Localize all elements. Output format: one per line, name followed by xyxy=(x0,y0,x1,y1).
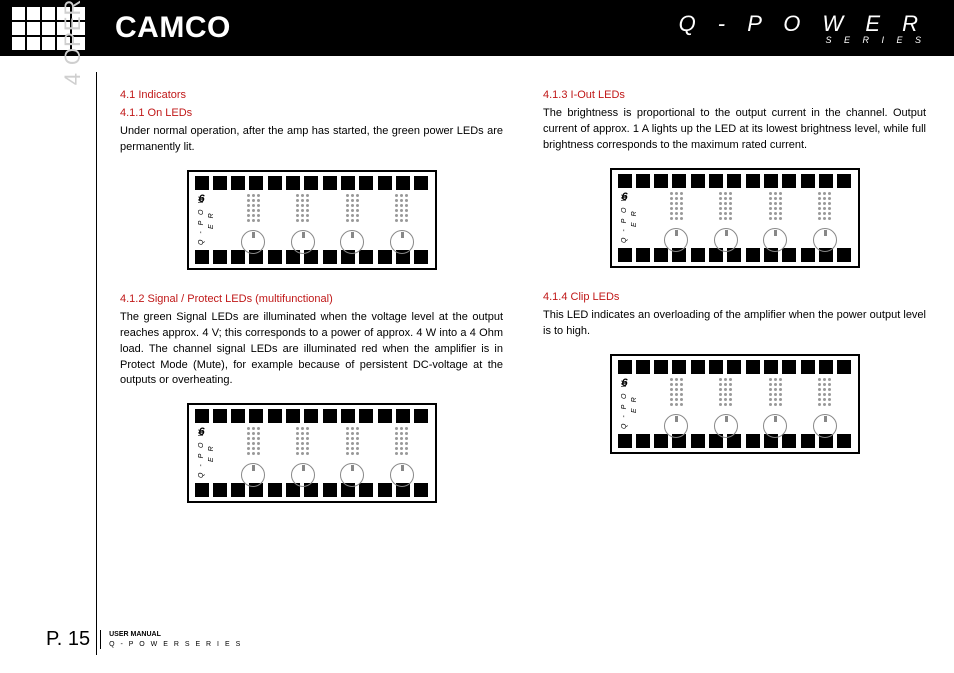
series-title: Q - P O W E R xyxy=(679,11,926,37)
paragraph-4-1-1: Under normal operation, after the amp ha… xyxy=(120,124,503,156)
vertical-rule xyxy=(96,72,97,655)
page-footer: P. 15 USER MANUAL Q - P O W E R S E R I … xyxy=(46,628,242,651)
page-header: CAMCO Q - P O W E R S E R I E S xyxy=(0,0,954,56)
footer-note: USER MANUAL Q - P O W E R S E R I E S xyxy=(100,630,242,648)
paragraph-4-1-2: The green Signal LEDs are illuminated wh… xyxy=(120,310,503,390)
amp-panel-diagram: Q - P O W E R6 xyxy=(610,354,860,454)
paragraph-4-1-4: This LED indicates an overloading of the… xyxy=(543,308,926,340)
amp-panel-diagram: Q - P O W E R6 xyxy=(187,170,437,270)
paragraph-4-1-3: The brightness is proportional to the ou… xyxy=(543,106,926,154)
heading-4-1-2: 4.1.2 Signal / Protect LEDs (multifuncti… xyxy=(120,292,503,308)
series-block: Q - P O W E R S E R I E S xyxy=(679,11,926,45)
heading-4-1-4: 4.1.4 Clip LEDs xyxy=(543,290,926,306)
page-number: P. 15 xyxy=(46,628,90,651)
amp-panel-diagram: Q - P O W E R6 xyxy=(187,403,437,503)
heading-4-1-3: 4.1.3 I-Out LEDs xyxy=(543,88,926,104)
heading-4-1: 4.1 Indicators xyxy=(120,88,503,104)
brand-wordmark: CAMCO xyxy=(115,11,231,45)
footer-line1: USER MANUAL xyxy=(109,630,242,639)
right-column: 4.1.3 I-Out LEDs The brightness is propo… xyxy=(543,88,926,525)
content-area: 4.1 Indicators 4.1.1 On LEDs Under norma… xyxy=(120,88,926,525)
amp-panel-diagram: Q - P O W E R6 xyxy=(610,168,860,268)
section-label: 4 OPERATION xyxy=(60,0,86,88)
heading-4-1-1: 4.1.1 On LEDs xyxy=(120,106,503,122)
left-column: 4.1 Indicators 4.1.1 On LEDs Under norma… xyxy=(120,88,503,525)
footer-line2: Q - P O W E R S E R I E S xyxy=(109,640,242,649)
